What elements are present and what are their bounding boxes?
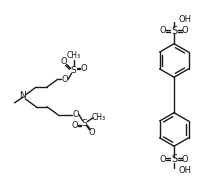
Text: S: S [171, 154, 177, 164]
Text: OH: OH [179, 166, 192, 175]
Text: S: S [171, 26, 177, 36]
Text: CH₃: CH₃ [67, 51, 81, 60]
Text: O: O [80, 64, 87, 73]
Text: S: S [71, 66, 76, 75]
Text: N: N [19, 91, 26, 100]
Text: O: O [160, 26, 166, 36]
Text: O: O [89, 128, 96, 137]
Text: O: O [160, 154, 166, 163]
Text: O: O [61, 75, 68, 84]
Text: O: O [60, 57, 67, 66]
Text: O: O [72, 110, 79, 119]
Text: S: S [82, 119, 87, 128]
Text: O: O [71, 121, 78, 130]
Text: O: O [182, 26, 188, 36]
Text: O: O [182, 154, 188, 163]
Text: CH₃: CH₃ [91, 113, 105, 122]
Text: OH: OH [179, 15, 192, 24]
